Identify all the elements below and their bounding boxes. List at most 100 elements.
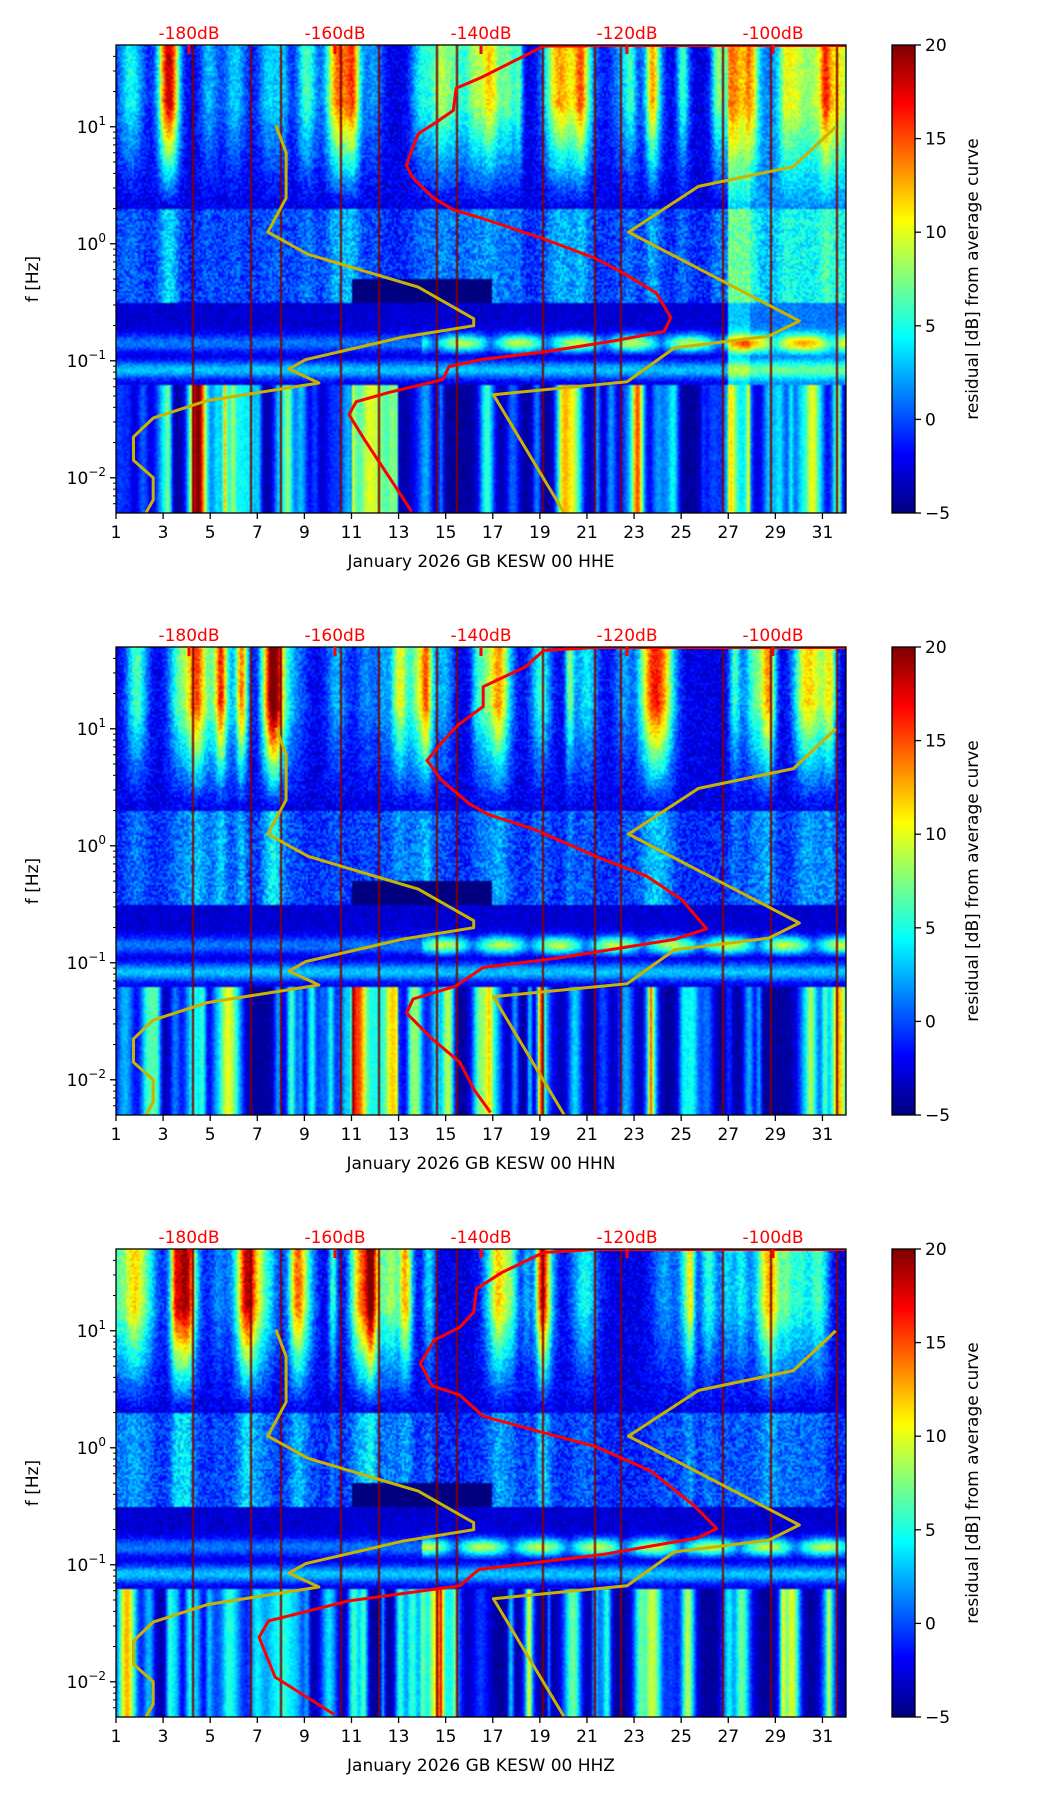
colorbar-tick-label: 10 [925,825,947,845]
x-tick-label: 29 [765,1125,787,1145]
x-tick-label: 5 [205,1125,216,1145]
colorbar-tick-label: 10 [925,223,947,243]
x-tick-label: 11 [341,523,363,543]
colorbar-tick-label: 5 [925,317,936,337]
x-tick-label: 27 [717,523,739,543]
y-tick-exponent: −1 [88,1552,106,1566]
y-tick-base: 10 [77,118,99,138]
panel-hhz: 1 3 5 7 9 11 13 15 17 19 21 23 25 27 29 31 January 2026 … [0,1204,1052,1806]
x-tick-label: 17 [482,1125,504,1145]
db-tick-label: -180dB [158,626,219,646]
db-tick-mark [187,45,191,54]
y-axis-label: f [Hz] [23,1460,43,1506]
colorbar-tick-label: 0 [925,410,936,430]
x-tick-label: 15 [435,523,457,543]
x-tick-label: 21 [576,1727,598,1747]
colorbar-tick-label: 0 [925,1614,936,1634]
colorbar-tick-label: −5 [925,1708,950,1728]
x-tick-label: 1 [111,1727,122,1747]
colorbar-tick-label: −5 [925,504,950,524]
x-tick-label: 23 [623,1727,645,1747]
colorbar-label: residual [dB] from average curve [963,1342,983,1623]
colorbar-tick-label: 20 [925,36,947,56]
db-tick-mark [479,1249,483,1258]
spectrogram-heatmap [116,647,846,1115]
x-tick-label: 17 [482,523,504,543]
db-tick-label: -140dB [450,24,511,44]
x-tick-label: 3 [158,1727,169,1747]
panel-hhe: 1 3 5 7 9 11 13 15 17 19 21 23 25 27 29 31 January 2026 … [0,0,1052,602]
y-tick-base: 10 [67,1673,89,1693]
x-tick-label: 7 [252,1125,263,1145]
y-tick-label: 10−2 [67,1669,106,1693]
y-tick-exponent: 1 [98,716,106,730]
db-tick-mark [187,647,191,656]
x-tick-label: 7 [252,1727,263,1747]
x-tick-label: 29 [765,1727,787,1747]
colorbar-tick-label: −5 [925,1106,950,1126]
db-tick-label: -160dB [304,626,365,646]
y-tick-exponent: 0 [98,231,106,245]
db-tick-mark [771,1249,775,1258]
average-curve-line [405,647,709,1114]
db-tick-label: -160dB [304,1228,365,1248]
y-axis-label: f [Hz] [23,256,43,302]
x-tick-label: 27 [717,1727,739,1747]
x-tick-label: 3 [158,1125,169,1145]
colorbar-tick-label: 0 [925,1012,936,1032]
y-tick-exponent: −1 [88,950,106,964]
x-axis-label: January 2026 GB KESW 00 HHZ [346,1756,615,1776]
y-axis-label: f [Hz] [23,858,43,904]
x-tick-label: 13 [388,1727,410,1747]
x-tick-label: 25 [670,1125,692,1145]
y-tick-label: 101 [77,114,106,138]
y-tick-base: 10 [67,469,89,489]
x-tick-label: 3 [158,523,169,543]
x-tick-label: 5 [205,1727,216,1747]
colorbar-tick-label: 15 [925,732,947,752]
x-tick-label: 19 [529,1125,551,1145]
spectrogram-heatmap [116,45,846,513]
y-tick-exponent: −2 [88,1669,106,1683]
db-tick-mark [625,1249,629,1258]
x-tick-label: 31 [812,523,834,543]
colorbar-tick-label: 10 [925,1427,947,1447]
colorbar-label: residual [dB] from average curve [963,138,983,419]
x-tick-label: 19 [529,1727,551,1747]
x-tick-label: 29 [765,523,787,543]
y-tick-base: 10 [77,720,99,740]
y-tick-label: 101 [77,1318,106,1342]
y-tick-exponent: −1 [88,348,106,362]
y-tick-exponent: −2 [88,1067,106,1081]
colorbar-tick-label: 20 [925,1240,947,1260]
x-tick-label: 9 [299,523,310,543]
y-tick-exponent: 0 [98,1435,106,1449]
nhnm-noise-model-line [491,1329,837,1717]
y-tick-label: 100 [77,1435,106,1459]
db-tick-label: -160dB [304,24,365,44]
db-tick-label: -180dB [158,1228,219,1248]
db-tick-mark [625,45,629,54]
x-tick-label: 25 [670,1727,692,1747]
db-tick-mark [333,647,337,656]
y-tick-label: 10−2 [67,1067,106,1091]
colorbar-tick-label: 5 [925,919,936,939]
x-tick-label: 17 [482,1727,504,1747]
y-tick-exponent: 0 [98,833,106,847]
y-tick-label: 100 [77,231,106,255]
y-tick-exponent: 1 [98,1318,106,1332]
axes-frame [115,646,847,1116]
colorbar-tick-label: 5 [925,1521,936,1541]
db-tick-label: -140dB [450,1228,511,1248]
average-curve-line [257,1249,719,1716]
x-tick-label: 11 [341,1727,363,1747]
colorbar-label: residual [dB] from average curve [963,740,983,1021]
x-axis-label: January 2026 GB KESW 00 HHE [347,552,615,572]
y-tick-base: 10 [77,1439,99,1459]
x-tick-label: 13 [388,523,410,543]
db-tick-label: -120dB [596,1228,657,1248]
db-tick-mark [479,45,483,54]
y-tick-base: 10 [67,954,89,974]
db-tick-label: -180dB [158,24,219,44]
